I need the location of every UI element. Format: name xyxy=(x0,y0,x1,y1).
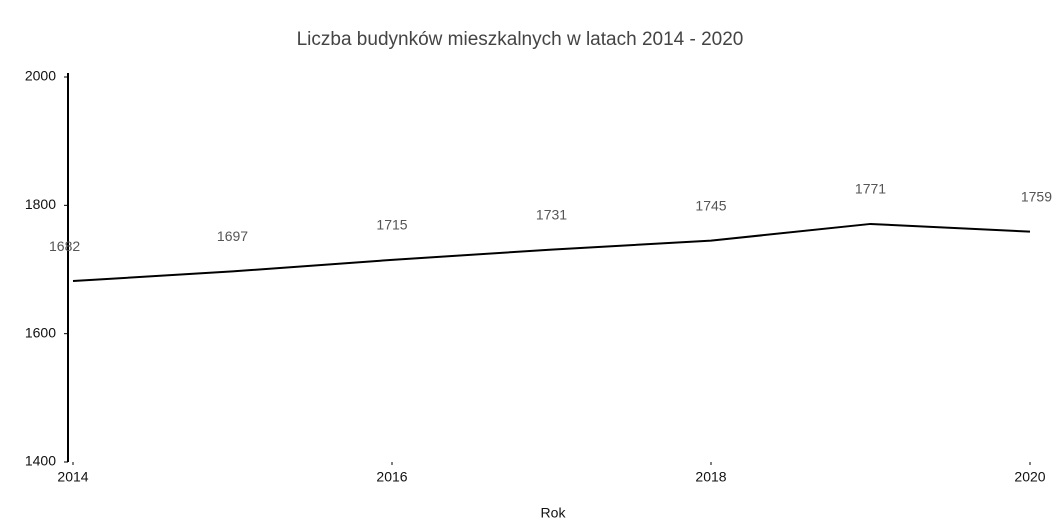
data-label: 1745 xyxy=(695,197,726,213)
data-label: 1731 xyxy=(536,206,567,222)
y-tick-label: 1800 xyxy=(25,196,56,212)
data-label: 1697 xyxy=(217,228,248,244)
x-tick-label: 2016 xyxy=(376,469,407,485)
x-axis-label: Rok xyxy=(541,505,567,521)
x-tick-label: 2018 xyxy=(695,469,726,485)
y-tick-label: 1400 xyxy=(25,453,56,469)
data-label: 1715 xyxy=(376,217,407,233)
y-tick-label: 2000 xyxy=(25,68,56,84)
chart-title: Liczba budynków mieszkalnych w latach 20… xyxy=(297,29,744,50)
data-label: 1682 xyxy=(49,238,80,254)
line xyxy=(72,222,1031,283)
x-tick-label: 2020 xyxy=(1014,469,1045,485)
x-tick-label: 2014 xyxy=(57,469,88,485)
data-label: 1759 xyxy=(1021,188,1052,204)
data-label: 1771 xyxy=(855,181,886,197)
y-tick-label: 1600 xyxy=(25,324,56,340)
